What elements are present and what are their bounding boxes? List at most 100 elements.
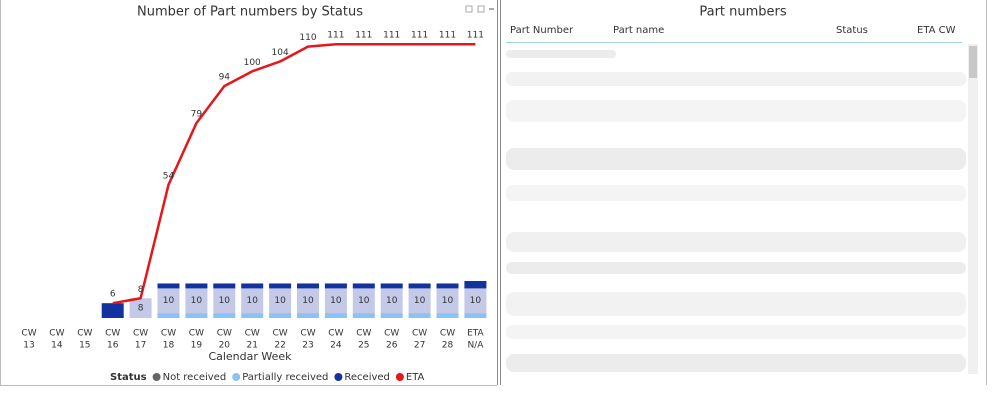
data-label: 6 bbox=[110, 290, 116, 300]
bar-segment bbox=[157, 313, 180, 318]
x-tick-label: 24 bbox=[330, 341, 342, 351]
bar-segment bbox=[408, 313, 431, 318]
bar-segment bbox=[213, 283, 236, 289]
x-tick-label: CW bbox=[21, 329, 36, 339]
x-tick-label: CW bbox=[245, 329, 260, 339]
scrollbar-thumb[interactable] bbox=[969, 46, 977, 78]
x-tick-label: 17 bbox=[135, 341, 146, 351]
data-label: 10 bbox=[191, 296, 203, 306]
bar-segment bbox=[408, 288, 431, 314]
bar-segment bbox=[436, 313, 459, 318]
bar-segment bbox=[241, 288, 264, 314]
data-label: 111 bbox=[355, 31, 372, 41]
data-label: 104 bbox=[272, 48, 289, 58]
bar-segment bbox=[129, 298, 152, 318]
x-tick-label: CW bbox=[440, 329, 455, 339]
data-label: 10 bbox=[302, 296, 314, 306]
x-tick-label: CW bbox=[189, 329, 204, 339]
x-tick-label: 25 bbox=[358, 341, 369, 351]
bar-segment bbox=[185, 283, 208, 289]
x-tick-label: 21 bbox=[246, 341, 257, 351]
chart-title: Number of Part numbers by Status bbox=[137, 5, 363, 20]
data-label: 111 bbox=[327, 31, 344, 41]
x-tick-label: CW bbox=[217, 329, 232, 339]
data-label: 10 bbox=[470, 296, 482, 306]
data-label: 10 bbox=[358, 296, 370, 306]
bar-segment bbox=[269, 283, 292, 289]
bar-segment bbox=[185, 288, 208, 314]
bar-segment bbox=[297, 283, 319, 289]
data-label: 8 bbox=[138, 304, 144, 314]
column-header: Part name bbox=[613, 25, 664, 36]
legend-marker bbox=[395, 373, 404, 381]
data-label: 10 bbox=[219, 296, 231, 306]
x-tick-label: 14 bbox=[51, 341, 63, 351]
data-label: 110 bbox=[299, 33, 316, 43]
legend-marker bbox=[334, 373, 343, 381]
bar-segment bbox=[213, 313, 236, 318]
column-header: Status bbox=[836, 25, 868, 36]
x-tick-label: CW bbox=[133, 329, 148, 339]
data-label: 10 bbox=[163, 296, 175, 306]
bar-segment bbox=[324, 283, 347, 289]
bar-segment bbox=[380, 288, 403, 314]
legend-marker bbox=[152, 373, 161, 381]
x-tick-label: CW bbox=[412, 329, 427, 339]
x-tick-label: 22 bbox=[274, 341, 285, 351]
blurred-rows bbox=[506, 50, 966, 372]
data-label: 8 bbox=[138, 285, 144, 295]
bar-segment bbox=[408, 283, 431, 289]
bar-segment bbox=[464, 281, 487, 289]
x-tick-label: CW bbox=[77, 329, 92, 339]
bar-segment bbox=[157, 283, 180, 289]
bar-segment bbox=[157, 288, 180, 314]
x-tick-label: CW bbox=[384, 329, 399, 339]
legend-label: Partially received bbox=[242, 372, 328, 383]
bar-segment bbox=[297, 288, 319, 314]
x-tick-label: CW bbox=[161, 329, 176, 339]
visual-icons bbox=[465, 5, 494, 13]
bar-segment bbox=[324, 313, 347, 318]
x-tick-label: N/A bbox=[467, 341, 484, 351]
bar-segment bbox=[352, 283, 375, 289]
bar-segment bbox=[464, 288, 487, 314]
data-label: 10 bbox=[414, 296, 426, 306]
bar-segment bbox=[101, 303, 124, 318]
data-label: 111 bbox=[439, 31, 456, 41]
table: Part numbers Part Number Part name Status E… bbox=[506, 5, 978, 374]
legend-label: Received bbox=[344, 372, 390, 383]
x-tick-label: CW bbox=[49, 329, 64, 339]
data-label: 79 bbox=[191, 110, 203, 120]
bar-segment bbox=[352, 288, 375, 314]
bar-segment bbox=[436, 283, 459, 289]
x-tick-label: 16 bbox=[107, 341, 119, 351]
eta-line bbox=[112, 42, 476, 305]
bar-segment bbox=[269, 288, 292, 314]
data-label: 111 bbox=[411, 31, 428, 41]
x-tick-label: CW bbox=[328, 329, 343, 339]
legend-label: ETA bbox=[406, 372, 425, 383]
data-label: 54 bbox=[163, 171, 175, 181]
x-tick-label: 18 bbox=[163, 341, 175, 351]
scrollbar-track[interactable] bbox=[968, 44, 978, 374]
x-tick-label: 13 bbox=[23, 341, 34, 351]
x-tick-label: 15 bbox=[79, 341, 90, 351]
column-header: Part Number bbox=[510, 25, 574, 36]
bar-segment bbox=[297, 313, 319, 318]
bar-segment bbox=[324, 288, 347, 314]
bar-segment bbox=[241, 283, 264, 289]
data-label: 10 bbox=[386, 296, 398, 306]
data-label: 100 bbox=[244, 58, 261, 68]
chart: Number of Part numbers by Status Calenda… bbox=[21, 5, 494, 383]
x-tick-label: 28 bbox=[442, 341, 454, 351]
data-label: 111 bbox=[467, 31, 484, 41]
x-tick-label: CW bbox=[105, 329, 120, 339]
bar-segment bbox=[380, 313, 403, 318]
bar-segment bbox=[185, 313, 208, 318]
data-label: 10 bbox=[442, 296, 454, 306]
bar-segment bbox=[436, 288, 459, 314]
x-tick-label: 19 bbox=[191, 341, 203, 351]
x-tick-label: 20 bbox=[219, 341, 231, 351]
bar-segment bbox=[464, 313, 487, 318]
